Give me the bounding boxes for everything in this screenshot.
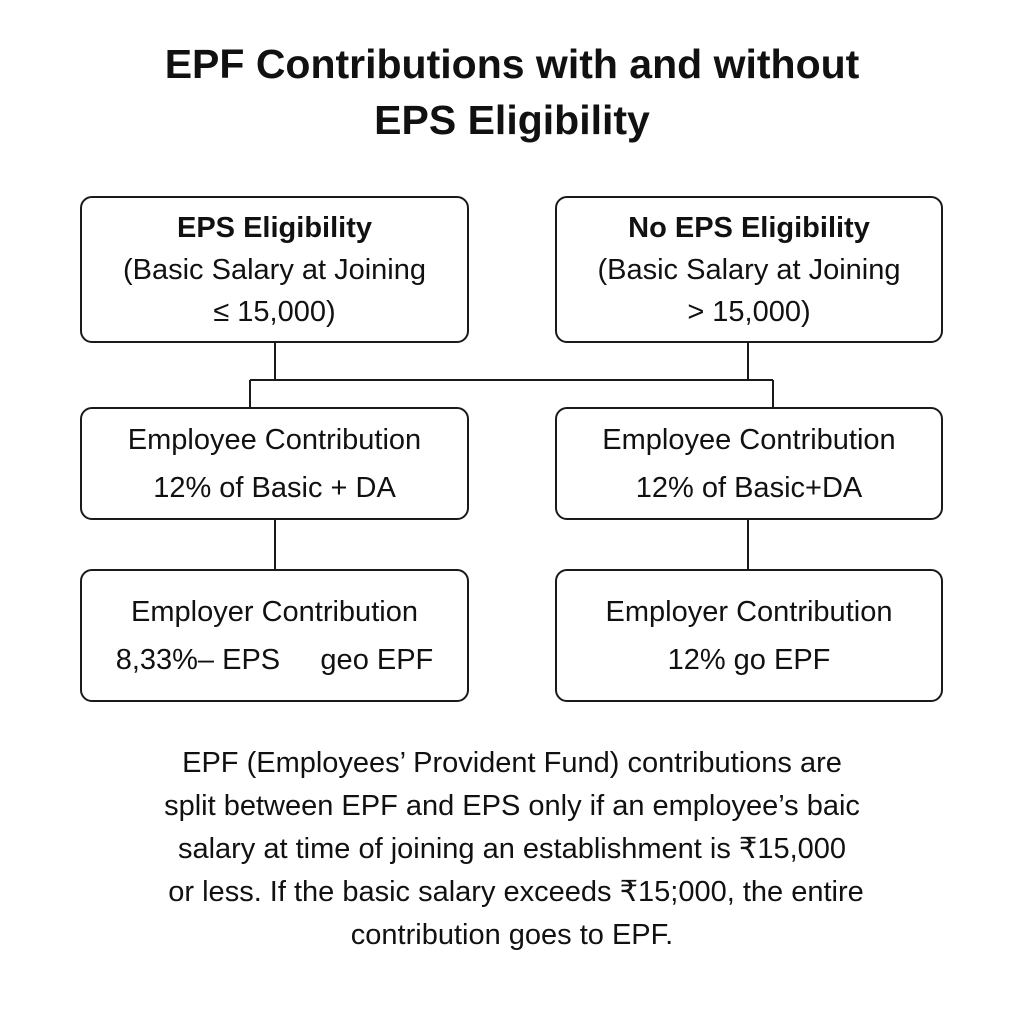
left-employer-contribution-heading: Employer Contribution <box>131 595 418 628</box>
no-eps-eligibility-condition-line-1: (Basic Salary at Joining <box>597 253 901 286</box>
explanation-line-4: or less. If the basic salary exceeds ₹15… <box>160 876 864 908</box>
left-employee-contribution-value: 12% of Basic + DA <box>153 471 396 504</box>
eps-eligibility-box: EPS Eligibility (Basic Salary at Joining… <box>80 196 469 343</box>
right-employer-contribution-value: 12% go EPF <box>667 643 831 676</box>
explanation-line-2: split between EPF and EPS only if an emp… <box>164 790 860 822</box>
no-eps-eligibility-box: No EPS Eligibility (Basic Salary at Join… <box>555 196 943 343</box>
explanation-text: EPF (Employees’ Provident Fund) contribu… <box>0 742 1024 957</box>
explanation-line-5: contribution goes to EPF. <box>350 919 674 951</box>
right-employer-contribution-box: Employer Contribution 12% go EPF <box>555 569 943 702</box>
no-eps-eligibility-condition-line-2: > 15,000) <box>687 295 811 328</box>
page-title: EPF Contributions with and without EPS E… <box>0 36 1024 148</box>
right-employee-contribution-box: Employee Contribution 12% of Basic+DA <box>555 407 943 520</box>
left-employee-contribution-box: Employee Contribution 12% of Basic + DA <box>80 407 469 520</box>
no-eps-eligibility-heading: No EPS Eligibility <box>628 211 870 244</box>
left-employee-contribution-heading: Employee Contribution <box>127 423 422 456</box>
eps-eligibility-condition-line-2: ≤ 15,000) <box>213 295 336 328</box>
right-employee-contribution-heading: Employee Contribution <box>602 423 896 456</box>
explanation-line-1: EPF (Employees’ Provident Fund) contribu… <box>182 747 842 779</box>
right-employer-contribution-heading: Employer Contribution <box>605 595 893 628</box>
right-employee-contribution-value: 12% of Basic+DA <box>635 471 863 504</box>
left-employer-contribution-value: 8,33%– EPS geo EPF <box>115 643 434 676</box>
explanation-line-3: salary at time of joining an establishme… <box>177 833 847 865</box>
title-line-1: EPF Contributions with and without <box>164 41 860 87</box>
eps-eligibility-condition-line-1: (Basic Salary at Joining <box>122 253 427 286</box>
left-employer-contribution-box: Employer Contribution 8,33%– EPS geo EPF <box>80 569 469 702</box>
eps-eligibility-heading: EPS Eligibility <box>177 211 372 244</box>
title-line-2: EPS Eligibility <box>374 97 650 143</box>
